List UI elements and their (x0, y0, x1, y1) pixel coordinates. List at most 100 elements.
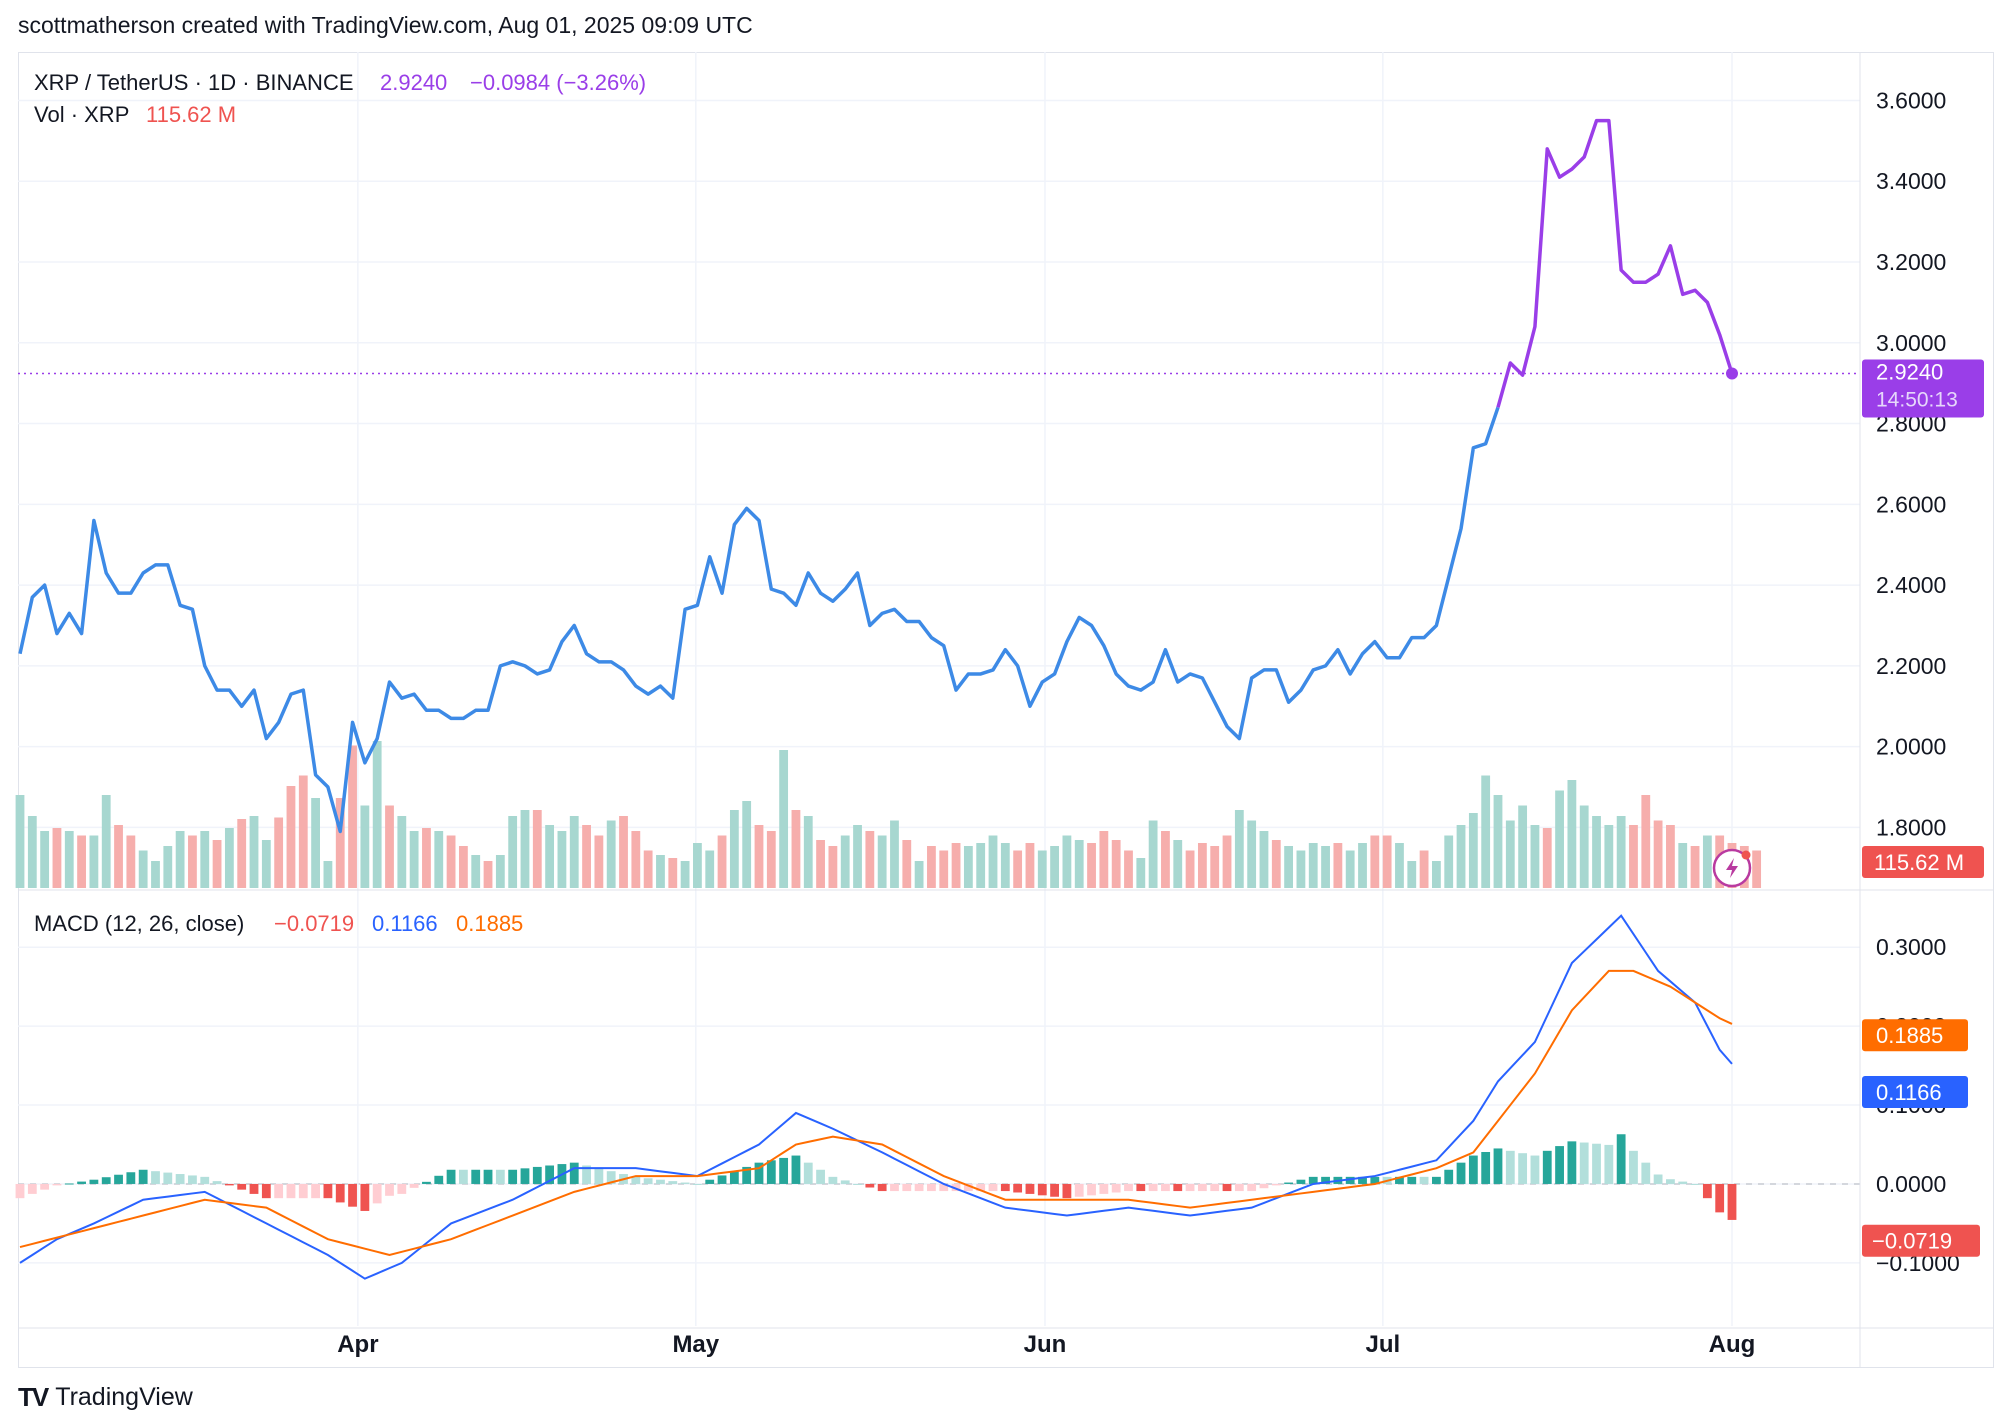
footer-brand[interactable]: TV TradingView (18, 1382, 193, 1413)
macd-histogram-bar (495, 1169, 505, 1184)
macd-histogram-bar (1013, 1183, 1023, 1193)
macd-histogram-bar (606, 1171, 616, 1184)
volume-bar (877, 835, 887, 888)
macd-histogram-bar (483, 1169, 493, 1184)
macd-histogram-bar (779, 1157, 789, 1184)
volume-bar (1752, 850, 1762, 888)
macd-histogram-bar (1432, 1176, 1441, 1184)
macd-histogram-bar (1444, 1169, 1454, 1184)
volume-bar (114, 825, 123, 888)
volume-bar (101, 795, 111, 888)
macd-histogram-bar (1727, 1183, 1737, 1220)
macd-histogram-bar (1629, 1150, 1638, 1184)
macd-histogram-bar (840, 1180, 850, 1184)
macd-histogram-bar (1111, 1183, 1121, 1193)
month-tick-label: Apr (337, 1331, 378, 1358)
macd-legend-label[interactable]: MACD (12, 26, close) (34, 911, 244, 936)
volume-bar (261, 840, 271, 888)
volume-bar (631, 831, 641, 888)
price-badge-countdown: 14:50:13 (1876, 388, 1958, 411)
signal-badge-value: 0.1885 (1876, 1023, 1943, 1048)
volume-bar (1136, 858, 1146, 888)
macd-histogram-bar (742, 1166, 752, 1184)
macd-histogram-bar (729, 1171, 739, 1184)
volume-bar (828, 846, 838, 888)
volume-bar (594, 835, 604, 888)
signal-line (19, 969, 1733, 1257)
volume-bar (385, 805, 394, 888)
volume-bar (126, 835, 136, 888)
volume-bar (1370, 835, 1380, 888)
macd-histogram-bar (1641, 1162, 1651, 1184)
volume-bar (840, 835, 850, 888)
macd-histogram-bar (409, 1183, 419, 1188)
volume-bar (89, 835, 99, 888)
macd-histogram-bar (1050, 1183, 1059, 1197)
macd-histogram-bar (1678, 1181, 1688, 1184)
price-tick-label: 2.2000 (1876, 653, 1946, 679)
chart-attribution: scottmatherson created with TradingView.… (18, 12, 753, 38)
volume-legend-label[interactable]: Vol · XRP (34, 102, 129, 127)
macd-histogram-bar (939, 1183, 949, 1192)
volume-badge-value: 115.62 M (1874, 850, 1964, 875)
macd-histogram-bar (1419, 1176, 1429, 1184)
volume-bar (1247, 820, 1257, 888)
volume-bar (532, 810, 542, 888)
macd-histogram-bar (1037, 1183, 1047, 1196)
macd-histogram (15, 1134, 1737, 1220)
volume-bar (816, 840, 825, 888)
volume-bar (1690, 846, 1700, 888)
macd-histogram-bar (668, 1181, 678, 1184)
macd-histogram-bar (656, 1179, 665, 1184)
volume-bar (1579, 805, 1589, 888)
macd-histogram-bar (1210, 1183, 1220, 1192)
volume-bar (274, 817, 284, 888)
volume-bar (1481, 775, 1491, 888)
last-price-dot (1726, 367, 1738, 380)
macd-histogram-bar (1296, 1179, 1306, 1184)
macd-histogram-bar (1247, 1183, 1257, 1192)
volume-bar (1271, 840, 1281, 888)
volume-bar (1148, 820, 1158, 888)
macd-histogram-bar (828, 1176, 838, 1184)
macd-histogram-bar (15, 1183, 25, 1199)
macd-histogram-bar (1592, 1143, 1601, 1184)
macd-histogram-bar (1000, 1183, 1010, 1192)
volume-bar (1518, 805, 1528, 888)
price-tick-label: 3.2000 (1876, 249, 1946, 275)
macd-histogram-bar (1555, 1146, 1564, 1184)
macd-histogram-bar (335, 1183, 345, 1203)
macd-histogram-bar (1222, 1183, 1232, 1192)
macd-histogram-bar (643, 1178, 653, 1184)
volume-bar (1432, 861, 1441, 888)
lightning-icon[interactable] (1712, 848, 1752, 888)
volume-bar (1419, 850, 1429, 888)
macd-histogram-bar (582, 1165, 591, 1184)
volume-bar (397, 816, 407, 888)
macd-histogram-bar (1161, 1183, 1170, 1192)
volume-bar (1062, 835, 1072, 888)
macd-histogram-bar (89, 1179, 99, 1184)
macd-histogram-bar (360, 1183, 370, 1211)
volume-bar (1333, 843, 1343, 888)
macd-histogram-bar (963, 1183, 973, 1192)
macd-histogram-bar (1468, 1155, 1478, 1184)
macd-histogram-bar (1395, 1176, 1404, 1184)
price-tick-label: 3.4000 (1876, 168, 1946, 194)
volume-bar (791, 810, 801, 888)
volume-bar (520, 810, 530, 888)
macd-histogram-bar (126, 1172, 136, 1184)
macd-histogram-bar (422, 1181, 431, 1184)
price-tick-label: 2.0000 (1876, 734, 1946, 760)
symbol-label[interactable]: XRP / TetherUS · 1D · BINANCE (34, 70, 354, 95)
macd-tick-label: 0.3000 (1876, 934, 1946, 960)
macd-histogram-bar (1666, 1179, 1675, 1184)
macd-histogram-bar (1518, 1153, 1528, 1184)
hist-badge-value: −0.0719 (1872, 1229, 1952, 1254)
macd-histogram-bar (680, 1182, 690, 1184)
macd-histogram-bar (816, 1169, 825, 1184)
macd-histogram-bar (1505, 1150, 1515, 1184)
volume-bar (1308, 843, 1318, 888)
volume-bar (1284, 846, 1294, 888)
